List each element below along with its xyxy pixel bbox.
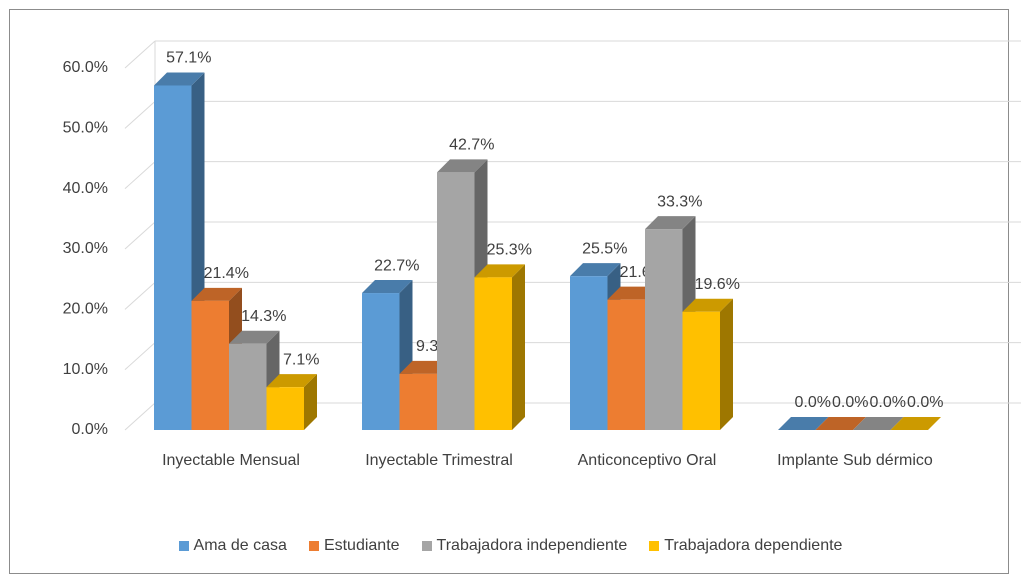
legend-label: Estudiante <box>323 537 400 554</box>
bar-front <box>437 172 475 431</box>
value-label: 14.3% <box>241 308 286 325</box>
bar-front <box>191 300 229 430</box>
chart-frame <box>9 9 1009 574</box>
bar-side <box>304 374 317 430</box>
y-tick-label: 40.0% <box>63 180 108 197</box>
bar <box>191 287 242 430</box>
y-tick-label: 30.0% <box>63 240 108 257</box>
grid-line-side <box>124 402 156 431</box>
x-tick-label: Implante Sub dérmico <box>777 452 933 469</box>
grid-line-side <box>124 281 156 310</box>
value-label: 21.4% <box>204 265 249 282</box>
value-label: 0.0% <box>832 394 868 411</box>
x-tick-label: Inyectable Mensual <box>162 452 300 469</box>
legend-label: Ama de casa <box>193 537 287 554</box>
y-tick-label: 0.0% <box>72 421 108 438</box>
value-label: 0.0% <box>907 394 943 411</box>
value-label: 0.0% <box>870 394 906 411</box>
bar-top <box>645 216 696 230</box>
bar-front <box>682 311 720 430</box>
value-label: 22.7% <box>374 257 419 274</box>
bar-front <box>229 343 267 430</box>
bar <box>154 72 205 430</box>
bar-top <box>815 417 866 430</box>
bar-front <box>645 229 683 430</box>
grid-line-side <box>124 100 156 129</box>
legend: Ama de casa Estudiante Trabajadora indepen… <box>0 537 1021 555</box>
bar-top <box>154 72 205 86</box>
bar-top <box>229 330 280 344</box>
x-tick-label: Anticonceptivo Oral <box>577 452 717 469</box>
bar-top <box>362 280 413 294</box>
legend-item: Estudiante <box>308 537 400 555</box>
bar <box>266 374 317 430</box>
bar-top <box>853 417 904 430</box>
legend-swatch <box>421 541 432 551</box>
value-label: 25.5% <box>582 240 627 257</box>
value-label: 57.1% <box>166 50 211 67</box>
grid-line-side <box>124 161 156 190</box>
bar <box>682 298 733 430</box>
bar-side <box>512 264 525 430</box>
bar-top <box>437 159 488 173</box>
bar <box>474 264 525 430</box>
bar-front <box>474 277 512 430</box>
bar <box>853 417 904 430</box>
bar-front <box>266 387 304 430</box>
grid-line-side <box>124 221 156 250</box>
grid-line-side <box>124 40 156 69</box>
value-label: 42.7% <box>449 137 494 154</box>
bar-front <box>570 276 608 430</box>
legend-swatch <box>178 541 189 551</box>
bar <box>815 417 866 430</box>
y-tick-label: 10.0% <box>63 361 108 378</box>
value-label: 19.6% <box>695 276 740 293</box>
bar-top <box>266 374 317 388</box>
value-label: 33.3% <box>657 193 702 210</box>
bar-top <box>570 263 621 277</box>
y-tick-label: 20.0% <box>63 301 108 318</box>
legend-swatch <box>308 541 319 551</box>
legend-item: Trabajadora independiente <box>421 537 628 555</box>
bar-top <box>682 298 733 312</box>
bar-side <box>720 298 733 430</box>
x-tick-label: Inyectable Trimestral <box>365 452 513 469</box>
bar-top <box>474 264 525 278</box>
bar <box>890 417 941 430</box>
value-label: 7.1% <box>283 351 319 368</box>
grid-line-side <box>124 342 156 371</box>
value-label: 25.3% <box>487 242 532 259</box>
legend-item: Ama de casa <box>178 537 287 555</box>
bar <box>645 216 696 430</box>
y-tick-label: 50.0% <box>63 120 108 137</box>
value-label: 0.0% <box>795 394 831 411</box>
bar-top <box>778 417 829 430</box>
legend-label: Trabajadora independiente <box>436 537 628 554</box>
legend-item: Trabajadora dependiente <box>649 537 842 555</box>
bar-top <box>191 287 242 301</box>
bar-front <box>154 85 192 430</box>
bar <box>778 417 829 430</box>
bar-front <box>607 299 645 430</box>
bar-front <box>399 373 437 430</box>
legend-swatch <box>649 541 660 551</box>
y-tick-label: 60.0% <box>63 59 108 76</box>
bar-front <box>362 293 400 430</box>
legend-label: Trabajadora dependiente <box>664 537 843 554</box>
bar-top <box>890 417 941 430</box>
